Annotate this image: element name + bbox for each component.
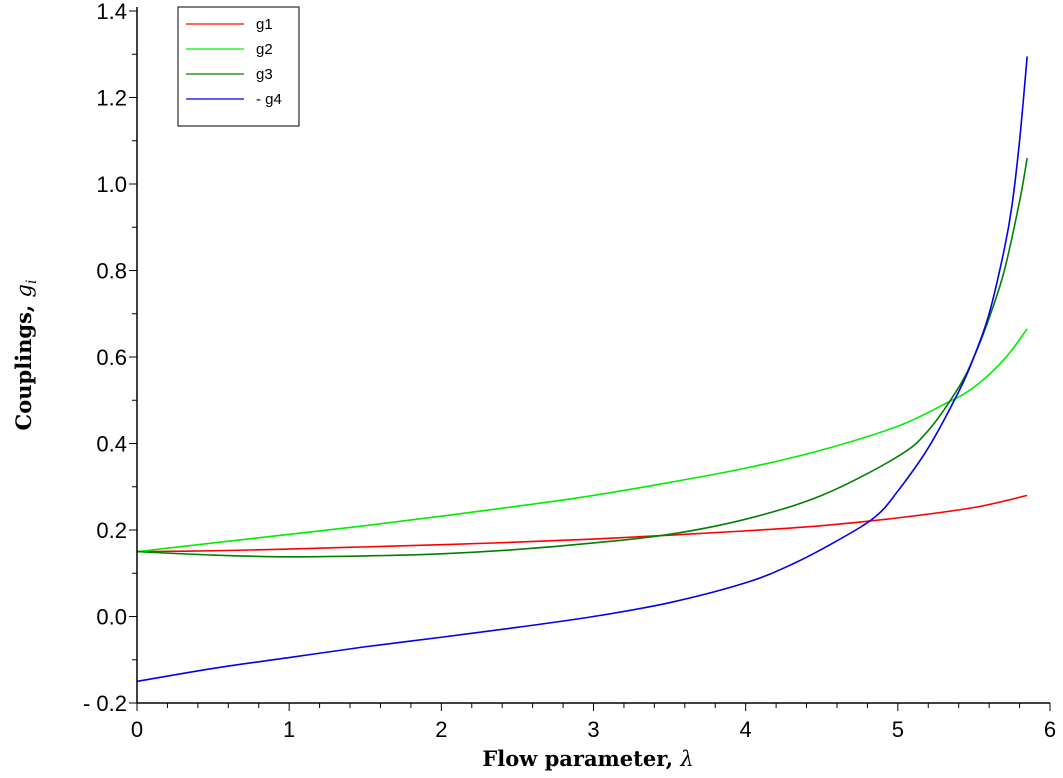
y-tick-label: 0.6 [96, 345, 127, 370]
legend-label-g4: - g4 [256, 91, 282, 108]
legend-label-g2: g2 [256, 41, 273, 58]
x-tick-label: 5 [892, 717, 904, 742]
series-line-g4 [136, 56, 1028, 683]
series-line-g3 [136, 157, 1028, 558]
series-layer [136, 56, 1028, 683]
legend-label-g3: g3 [256, 66, 273, 83]
legend-box [177, 6, 300, 127]
legend: g1 g2 g3 - g4 [177, 6, 300, 127]
x-tick-label: 6 [1044, 717, 1056, 742]
y-tick-label: 1.2 [96, 86, 127, 111]
y-axis-title: Couplings, gi [11, 280, 40, 431]
x-tick-label: 4 [740, 717, 752, 742]
x-tick-label: 1 [283, 717, 295, 742]
x-tick-label: 2 [435, 717, 447, 742]
x-tick-label: 0 [131, 717, 143, 742]
series-line-g2 [136, 328, 1028, 553]
y-tick-label: 0.2 [96, 518, 127, 543]
y-tick-label: - 0.2 [83, 691, 127, 716]
y-tick-label: 0.0 [96, 605, 127, 630]
series-line-g1 [136, 494, 1028, 553]
ticks-layer: 0 1 2 3 4 5 6 - 0.2 0.0 0.2 0.4 0.6 0.8 1.0 1.2 1.4 [83, 0, 1056, 742]
y-tick-label: 1.4 [96, 0, 127, 24]
y-tick-label: 0.4 [96, 432, 127, 457]
legend-label-g1: g1 [256, 16, 273, 33]
x-tick-label: 3 [587, 717, 599, 742]
y-tick-label: 0.8 [96, 259, 127, 284]
x-axis-title: Flow parameter, λ [482, 746, 693, 771]
y-tick-label: 1.0 [96, 172, 127, 197]
